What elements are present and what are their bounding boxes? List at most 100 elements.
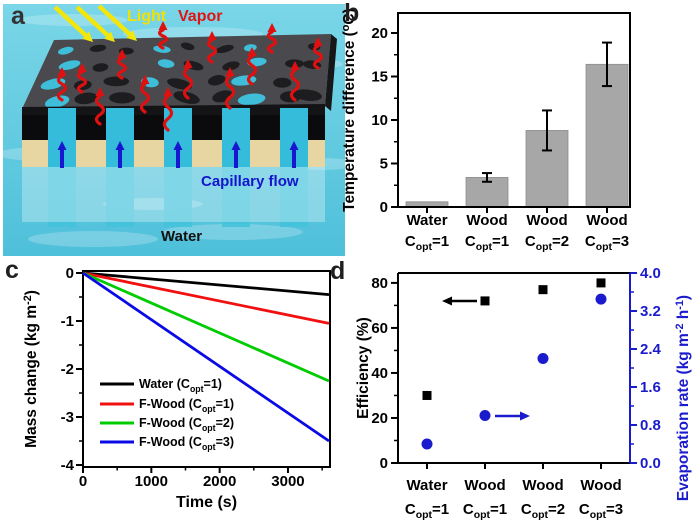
axis-box bbox=[397, 12, 631, 208]
vapor-arrow bbox=[158, 21, 168, 30]
category-label: Wood bbox=[580, 477, 621, 494]
x-tick-label: 0 bbox=[79, 473, 87, 490]
left-tick-label: 60 bbox=[371, 320, 388, 337]
efficiency-point bbox=[480, 296, 490, 306]
series-line bbox=[82, 271, 330, 296]
legend-item: Water (Copt=1) bbox=[139, 377, 222, 394]
surface-groove bbox=[180, 42, 195, 51]
y-tick-label: 20 bbox=[371, 25, 388, 42]
efficiency-point bbox=[596, 278, 606, 288]
water-ripple bbox=[28, 231, 158, 247]
through-hole-water bbox=[237, 93, 266, 106]
submerged-channel bbox=[106, 167, 134, 227]
light-arrow bbox=[126, 30, 137, 41]
vapor-arrow bbox=[290, 61, 300, 70]
capillary-arrow bbox=[289, 141, 299, 150]
through-hole-water bbox=[44, 95, 70, 108]
efficiency-point bbox=[422, 390, 432, 400]
vapor-arrow bbox=[77, 63, 87, 72]
legend-item: F-Wood (Copt=2) bbox=[139, 416, 234, 433]
category-label: Water bbox=[406, 477, 447, 494]
surface-groove bbox=[167, 78, 193, 90]
y-tick-label: -4 bbox=[61, 457, 75, 474]
category-label-copt: Copt=1 bbox=[405, 501, 449, 521]
panel-label-b: b bbox=[344, 0, 360, 27]
category-label: Wood bbox=[526, 212, 567, 229]
category-label: Wood bbox=[522, 477, 563, 494]
light-arrow bbox=[97, 4, 132, 36]
y-tick-label: -3 bbox=[61, 409, 74, 426]
panel-label-d: d bbox=[330, 257, 346, 285]
water-label: Water bbox=[161, 228, 202, 245]
right-axis-title: Evaporation rate (kg m-2 h-1) bbox=[674, 295, 692, 501]
surface-groove bbox=[109, 92, 136, 104]
legend-item: F-Wood (Copt=1) bbox=[139, 397, 234, 414]
vapor-arrow bbox=[57, 67, 67, 76]
vapor-arrow bbox=[247, 47, 257, 56]
submerged-channel bbox=[48, 167, 76, 227]
vapor-arrow bbox=[313, 37, 323, 46]
vapor-arrow bbox=[266, 30, 278, 54]
panel-d-chart: 0 20 40 60 80 0.0 0.8 1.6 2.4 3.2 4.0 Water Copt=1 Wo… bbox=[355, 265, 692, 521]
left-tick-label: 40 bbox=[371, 365, 388, 382]
vapor-arrow bbox=[225, 67, 235, 76]
right-tick-label: 1.6 bbox=[640, 379, 661, 396]
category-label-copt: Copt=1 bbox=[463, 501, 507, 521]
vapor-arrow bbox=[267, 23, 277, 32]
category-label: Wood bbox=[586, 212, 627, 229]
y-tick-label: 5 bbox=[380, 156, 388, 173]
legend-item: F-Wood (Copt=3) bbox=[139, 435, 234, 452]
surface-groove bbox=[74, 92, 98, 105]
through-hole-water bbox=[57, 46, 74, 55]
panel-label-a: a bbox=[11, 2, 25, 30]
through-hole-water bbox=[58, 60, 81, 71]
x-tick-label: 3000 bbox=[271, 473, 304, 490]
surface-groove bbox=[103, 76, 130, 87]
y-tick-label: 0 bbox=[66, 265, 74, 282]
evaporation-point bbox=[479, 410, 491, 421]
vapor-arrow bbox=[224, 74, 236, 110]
surface-groove bbox=[293, 89, 322, 101]
category-label: Wood bbox=[466, 212, 507, 229]
panel-label-c: c bbox=[5, 256, 19, 284]
capillary-arrow bbox=[231, 141, 241, 150]
surface-groove bbox=[92, 63, 109, 72]
vapor-arrow bbox=[140, 75, 150, 84]
light-arrow bbox=[104, 31, 115, 42]
vapor-arrow bbox=[157, 28, 169, 50]
left-tick-label: 80 bbox=[371, 275, 388, 292]
surface-groove bbox=[207, 75, 226, 86]
vapor-arrow bbox=[117, 49, 127, 58]
series-line bbox=[82, 271, 330, 443]
category-label-copt: Copt=1 bbox=[405, 233, 449, 253]
vapor-arrow bbox=[182, 66, 194, 100]
right-tick-label: 2.4 bbox=[640, 341, 662, 358]
vapor-arrow bbox=[56, 74, 68, 102]
slab-side-face bbox=[325, 34, 337, 111]
category-label-copt: Copt=2 bbox=[521, 501, 565, 521]
evaporation-point bbox=[537, 353, 549, 364]
capillary-arrow bbox=[57, 141, 67, 150]
x-tick-label: 2000 bbox=[203, 473, 236, 490]
right-tick-label: 3.2 bbox=[640, 303, 661, 320]
y-tick-label: 15 bbox=[371, 69, 388, 86]
vapor-arrow bbox=[162, 94, 174, 132]
light-arrow bbox=[75, 5, 110, 37]
x-tick-label: 1000 bbox=[135, 473, 168, 490]
evaporation-point bbox=[595, 293, 607, 305]
vapor-arrow bbox=[94, 94, 106, 126]
vapor-arrow bbox=[183, 59, 193, 68]
y-tick-label: 10 bbox=[371, 112, 388, 129]
y-tick-label: 0 bbox=[380, 199, 388, 216]
surface-groove bbox=[222, 61, 240, 71]
left-tick-label: 20 bbox=[371, 410, 388, 427]
vapor-label: Vapor bbox=[178, 8, 222, 25]
vapor-arrow bbox=[207, 31, 217, 40]
vapor-arrow bbox=[76, 70, 88, 94]
efficiency-point bbox=[538, 285, 548, 295]
series-line bbox=[82, 271, 330, 383]
submerged-channel bbox=[164, 167, 192, 227]
capillary-arrow bbox=[173, 141, 183, 150]
series-line bbox=[82, 271, 330, 325]
